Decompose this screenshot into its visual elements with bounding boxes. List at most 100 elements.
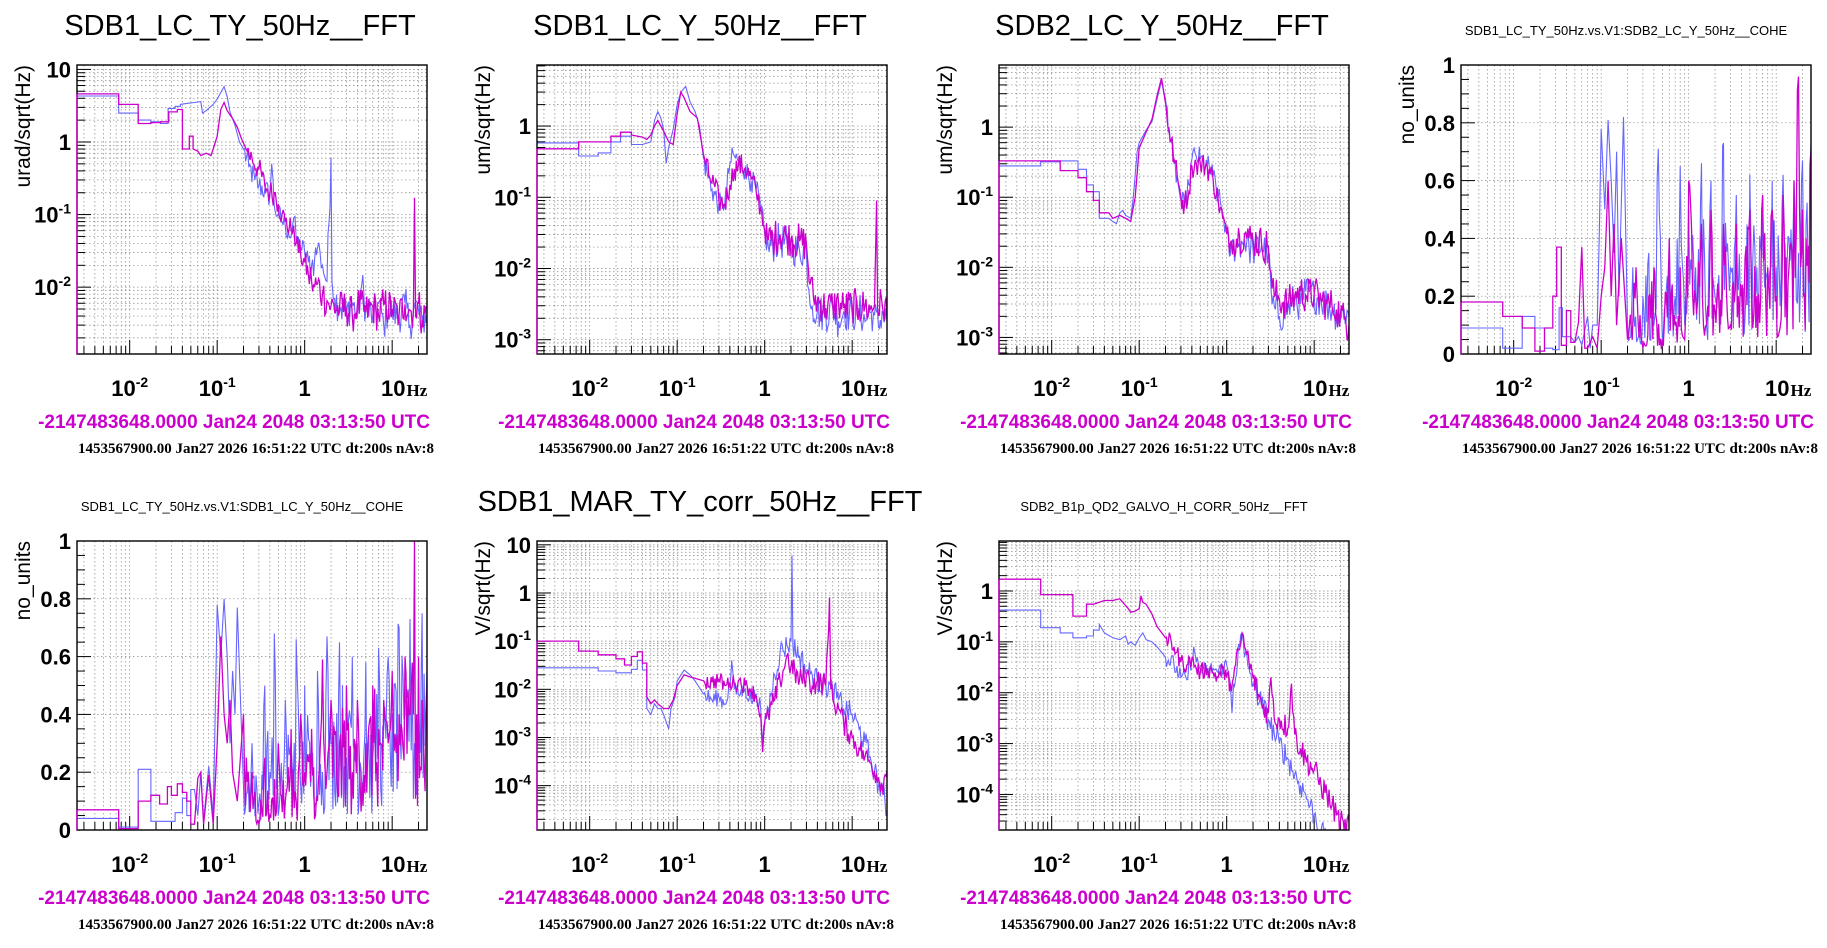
y-tick-label: 10-3 (956, 730, 993, 757)
y-axis-label: no_units (12, 541, 35, 620)
x-tick-label: 10Hz (841, 376, 888, 401)
y-tick-label: 10-4 (956, 780, 993, 807)
series-reference (1461, 116, 1811, 351)
x-tick-label: 10-1 (1121, 374, 1158, 401)
y-axis-label: urad/sqrt(Hz) (12, 65, 35, 188)
plot-frame (76, 540, 428, 831)
chart-title: SDB2_B1p_QD2_GALVO_H_CORR_50Hz__FFT (1020, 499, 1308, 514)
y-tick-label: 0.6 (1424, 169, 1455, 194)
series-current (537, 597, 887, 796)
x-tick-label: 1 (1221, 376, 1233, 401)
y-tick-label: 10-1 (494, 183, 531, 210)
y-tick-label: 0 (1443, 342, 1455, 367)
y-axis-label: no_units (1396, 65, 1419, 144)
chart-title: SDB1_LC_TY_50Hz__FFT (64, 10, 416, 42)
x-tick-label: 1 (299, 852, 311, 877)
grid (999, 65, 1349, 354)
current-timestamp: -2147483648.0000 Jan24 2048 03:13:50 UTC (960, 412, 1352, 433)
y-tick-label: 1 (59, 130, 71, 155)
x-tick-label: 1 (759, 376, 771, 401)
series-current (999, 77, 1349, 341)
plot-area: 10-2 10-1 1 10Hz 1 10-1 10-2 10-3 um/sqrt(Hz) (934, 64, 1350, 401)
x-tick-label: 10-2 (571, 374, 608, 401)
chart-title: SDB1_LC_TY_50Hz.vs.V1:SDB1_LC_Y_50Hz__CO… (80, 499, 404, 514)
chart-panel-p5: SDB1_LC_TY_50Hz.vs.V1:SDB1_LC_Y_50Hz__CO… (0, 476, 460, 946)
x-tick-label: 10-2 (1495, 374, 1532, 401)
current-timestamp: -2147483648.0000 Jan24 2048 03:13:50 UTC (498, 412, 890, 433)
y-tick-label: 10-4 (494, 772, 531, 799)
y-tick-label: 10 (47, 57, 71, 82)
chart-panel-p2: SDB1_LC_Y_50Hz__FFT 10-2 10-1 1 10Hz 1 10-1 10-… (460, 0, 920, 470)
y-tick-label: 1 (59, 529, 71, 554)
current-timestamp: -2147483648.0000 Jan24 2048 03:13:50 UTC (498, 888, 890, 909)
series-current (999, 578, 1349, 830)
y-tick-label: 0.4 (1424, 226, 1455, 251)
x-tick-label: 1 (299, 376, 311, 401)
y-axis-label: V/sqrt(Hz) (472, 541, 495, 636)
y-tick-label: 10-2 (494, 254, 531, 281)
reference-timestamp: 1453567900.00 Jan27 2026 16:51:22 UTC dt… (1000, 917, 1356, 933)
series-current (77, 541, 427, 830)
y-tick-label: 10-1 (494, 627, 531, 654)
y-tick-label: 10-3 (494, 326, 531, 353)
plot-area: 10-2 10-1 1 10Hz 1 0.8 0.6 0.4 0.2 0 no_units (1396, 53, 1812, 401)
x-tick-label: 10Hz (381, 376, 428, 401)
plot-area: 10-2 10-1 1 10Hz 1 10-1 10-2 10-3 um/sqrt(Hz) (472, 64, 888, 401)
chart-panel-p1: SDB1_LC_TY_50Hz__FFT 10-2 10-1 1 10Hz 10 1 10-1… (0, 0, 460, 470)
y-tick-label: 10-2 (956, 253, 993, 280)
y-tick-label: 10-1 (34, 201, 71, 228)
current-timestamp: -2147483648.0000 Jan24 2048 03:13:50 UTC (38, 412, 430, 433)
y-tick-label: 1 (519, 581, 531, 606)
grid (999, 541, 1349, 830)
plot-area: 10-2 10-1 1 10Hz 1 10-1 10-2 10-3 10-4 V/sqrt(Hz) (934, 540, 1350, 877)
y-tick-label: 10-1 (956, 628, 993, 655)
plot-area: 10-2 10-1 1 10Hz 10 1 10-1 10-2 10-3 10-4 V/sqrt(H… (472, 533, 888, 877)
chart-panel-p3: SDB2_LC_Y_50Hz__FFT 10-2 10-1 1 10Hz 1 10-1 10-… (922, 0, 1382, 470)
y-tick-label: 0.6 (40, 645, 71, 670)
y-tick-label: 10-3 (956, 323, 993, 350)
x-tick-label: 10Hz (841, 852, 888, 877)
y-axis-label: um/sqrt(Hz) (934, 65, 957, 175)
y-tick-label: 1 (981, 115, 993, 140)
reference-timestamp: 1453567900.00 Jan27 2026 16:51:22 UTC dt… (78, 917, 434, 933)
plot-frame (1460, 64, 1812, 355)
x-tick-label: 10Hz (1765, 376, 1812, 401)
x-tick-label: 10-2 (111, 850, 148, 877)
x-tick-label: 10-1 (659, 850, 696, 877)
chart-title: SDB1_MAR_TY_corr_50Hz__FFT (477, 486, 923, 518)
y-tick-label: 10 (507, 533, 531, 558)
x-tick-label: 10Hz (1303, 376, 1350, 401)
chart-title: SDB1_LC_TY_50Hz.vs.V1:SDB2_LC_Y_50Hz__CO… (1464, 23, 1788, 38)
x-tick-label: 10-2 (571, 850, 608, 877)
reference-timestamp: 1453567900.00 Jan27 2026 16:51:22 UTC dt… (538, 441, 894, 457)
current-timestamp: -2147483648.0000 Jan24 2048 03:13:50 UTC (960, 888, 1352, 909)
x-tick-label: 10-2 (111, 374, 148, 401)
y-tick-label: 0.4 (40, 702, 71, 727)
series-current (537, 90, 887, 324)
chart-title: SDB2_LC_Y_50Hz__FFT (995, 10, 1329, 42)
y-tick-label: 10-2 (34, 273, 71, 300)
x-tick-label: 1 (1221, 852, 1233, 877)
y-tick-label: 1 (981, 579, 993, 604)
chart-panel-p7: SDB2_B1p_QD2_GALVO_H_CORR_50Hz__FFT 10-2 1… (922, 476, 1382, 946)
y-tick-label: 1 (1443, 53, 1455, 78)
series-current (77, 93, 427, 334)
chart-panel-p6: SDB1_MAR_TY_corr_50Hz__FFT 10-2 10-1 1 10Hz 1… (460, 476, 922, 946)
y-axis-label: V/sqrt(Hz) (934, 541, 957, 636)
series-current (1461, 76, 1811, 352)
x-tick-label: 10-1 (659, 374, 696, 401)
x-tick-label: 10Hz (381, 852, 428, 877)
x-tick-label: 10-1 (199, 850, 236, 877)
series-reference (537, 555, 887, 817)
chart-panel-p4: SDB1_LC_TY_50Hz.vs.V1:SDB2_LC_Y_50Hz__CO… (1384, 0, 1827, 470)
y-tick-label: 0.8 (1424, 111, 1455, 136)
current-timestamp: -2147483648.0000 Jan24 2048 03:13:50 UTC (1422, 412, 1814, 433)
y-tick-label: 10-1 (956, 183, 993, 210)
y-tick-label: 0.8 (40, 587, 71, 612)
reference-timestamp: 1453567900.00 Jan27 2026 16:51:22 UTC dt… (1462, 441, 1818, 457)
plot-area: 10-2 10-1 1 10Hz 1 0.8 0.6 0.4 0.2 0 no_units (12, 529, 428, 877)
y-tick-label: 0 (59, 818, 71, 843)
x-tick-label: 1 (759, 852, 771, 877)
series-reference (999, 609, 1326, 830)
y-tick-label: 10-2 (956, 679, 993, 706)
